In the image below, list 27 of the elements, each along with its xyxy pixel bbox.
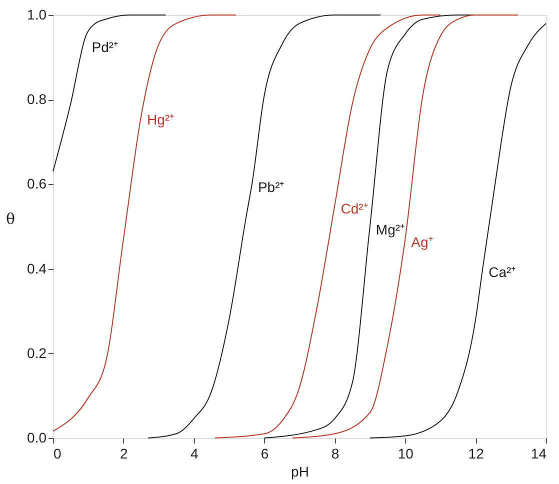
x-tick-label: 10 (398, 446, 414, 462)
y-tick-label: 1.0 (27, 6, 47, 22)
y-tick-label: 0.2 (27, 344, 47, 361)
annotation: Hg²⁺ (147, 112, 175, 128)
line-series (292, 14, 518, 438)
y-tick-label: 0.8 (27, 91, 47, 108)
y-tick-label: 0.6 (27, 176, 47, 192)
annotation: Cd²⁺ (340, 200, 368, 216)
x-tick-label: 8 (331, 446, 340, 462)
y-tick-label: 0.0 (27, 430, 47, 446)
annotation: Ca²⁺ (488, 264, 516, 280)
x-axis-title: pH (291, 464, 309, 480)
annotation: Pd²⁺ (92, 39, 119, 56)
x-tick-label: 0 (54, 446, 62, 462)
annotation: Mg²⁺ (376, 222, 406, 238)
line-series (214, 14, 441, 438)
annotation: Pb²⁺ (258, 179, 285, 196)
line-series (369, 22, 546, 438)
y-axis-title: θ (6, 210, 16, 228)
x-tick-label: 4 (190, 446, 198, 462)
line-series (52, 14, 237, 432)
x-tick-label: 2 (120, 446, 128, 462)
x-tick-label: 14 (530, 446, 547, 462)
y-tick-label: 0.4 (27, 260, 47, 276)
annotation: Ag⁺ (411, 234, 434, 250)
x-tick-label: 6 (260, 446, 269, 462)
x-tick-label: 12 (468, 446, 484, 462)
